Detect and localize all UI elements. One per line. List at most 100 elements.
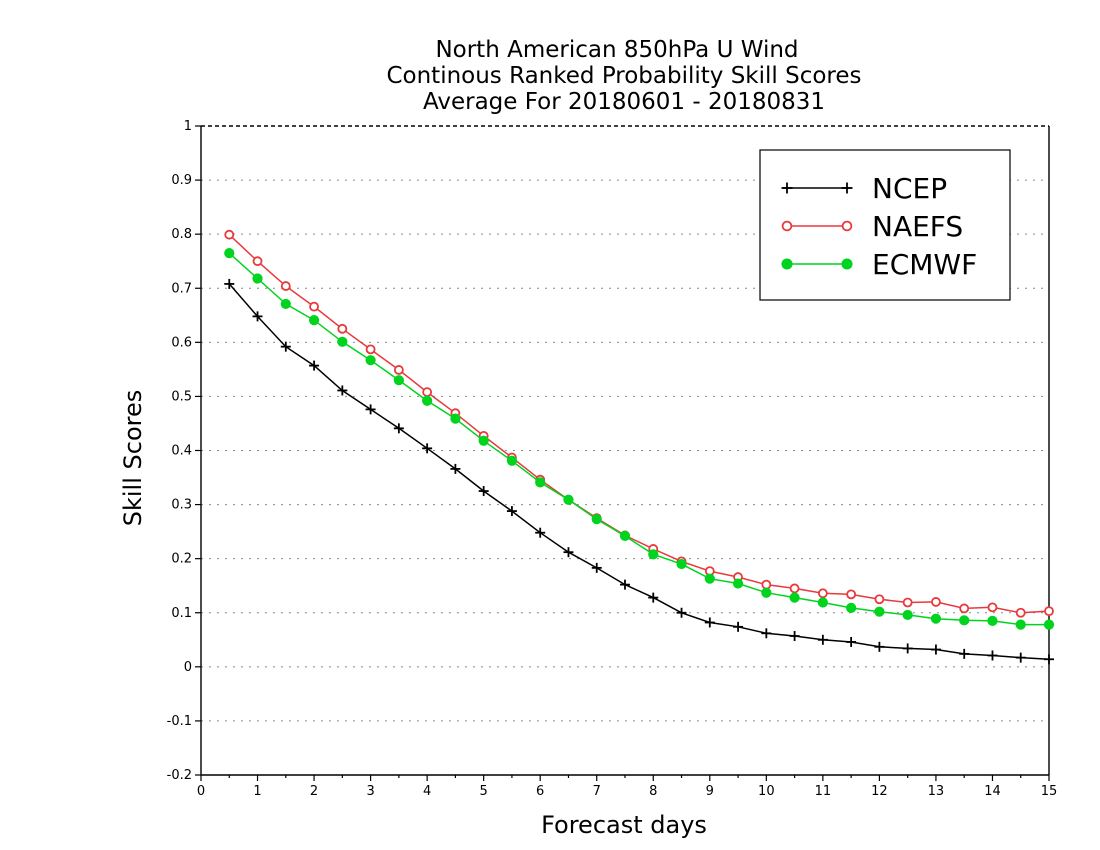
series-ncep <box>224 278 1054 665</box>
ncep-point <box>563 547 574 558</box>
y-tick-label: 0 <box>184 660 192 675</box>
ecmwf-point <box>676 558 687 570</box>
y-tick-label: 0.6 <box>171 335 192 350</box>
y-tick-label: 0.5 <box>171 389 192 404</box>
legend-item-naefs: NAEFS <box>781 210 963 243</box>
ecmwf-point <box>732 578 744 589</box>
ncep-point <box>365 404 376 415</box>
ncep-point <box>761 628 772 639</box>
ecmwf-point <box>422 395 433 406</box>
gridlines <box>201 179 1049 722</box>
y-tick-label: 0.1 <box>171 606 192 621</box>
ecmwf-point <box>648 549 659 560</box>
ncep-point <box>337 385 348 396</box>
ecmwf-point <box>308 315 320 326</box>
y-tick-label: -0.2 <box>167 768 192 783</box>
axes: -0.2-0.100.10.20.30.40.50.60.70.80.910 1 2… <box>167 119 1058 799</box>
x-tick-label: 8 <box>649 784 657 799</box>
x-tick-label: 14 <box>984 784 1001 799</box>
naefs-point <box>789 583 800 594</box>
x-tick-label: 10 <box>758 784 775 799</box>
legend-marker-left <box>781 220 793 232</box>
ecmwf-point <box>817 597 828 608</box>
y-tick-label: 0.7 <box>171 281 192 296</box>
ecmwf-point <box>930 613 942 624</box>
legend: NCEP NAEFS ECMWF <box>759 149 1011 301</box>
ecmwf-point <box>704 573 715 584</box>
series-lines <box>224 229 1055 665</box>
chart-title-line-1: North American 850hPa U Wind <box>435 37 798 63</box>
y-tick-label: 0.9 <box>171 173 192 188</box>
naefs-point <box>902 597 913 608</box>
x-tick-label: 4 <box>423 784 431 799</box>
legend-marker-right <box>841 220 853 232</box>
x-tick-label: 12 <box>871 784 888 799</box>
naefs-point <box>393 365 404 375</box>
ecmwf-point <box>1015 619 1026 630</box>
x-tick-label: 0 <box>197 784 205 799</box>
legend-item-ncep: NCEP <box>781 172 947 205</box>
naefs-point <box>337 323 348 334</box>
naefs-point <box>987 602 998 613</box>
ecmwf-point <box>619 530 631 542</box>
ncep-point <box>535 527 546 538</box>
ecmwf-point <box>1043 619 1055 630</box>
legend-marker-right <box>841 258 853 270</box>
ncep-point <box>620 579 630 590</box>
ecmwf-point <box>506 455 518 466</box>
ncep-point <box>506 506 517 517</box>
naefs-point <box>224 229 235 240</box>
x-tick-label: 1 <box>253 784 261 799</box>
ncep-point <box>704 617 715 628</box>
naefs-point <box>817 588 828 599</box>
y-tick-label: -0.1 <box>167 714 192 729</box>
legend-box <box>759 149 1011 301</box>
naefs-point <box>846 589 857 600</box>
legend-label-naefs: NAEFS <box>872 210 963 243</box>
ncep-point <box>450 463 461 474</box>
ecmwf-point <box>478 435 489 446</box>
ecmwf-point <box>591 514 602 525</box>
x-tick-label: 7 <box>593 784 601 799</box>
ncep-point <box>224 278 235 289</box>
y-tick-label: 0.2 <box>171 552 192 567</box>
ncep-point <box>733 621 744 632</box>
ecmwf-point <box>902 609 913 621</box>
x-tick-label: 2 <box>310 784 318 799</box>
ecmwf-point <box>280 298 291 310</box>
x-tick-label: 3 <box>366 784 374 799</box>
ncep-point <box>902 643 913 654</box>
ecmwf-point <box>393 375 404 386</box>
legend-marker-left <box>781 258 793 270</box>
y-axis-title: Skill Scores <box>119 390 147 527</box>
x-tick-label: 11 <box>815 784 832 799</box>
legend-marker-left <box>781 182 793 194</box>
x-tick-label: 15 <box>1041 784 1058 799</box>
ncep-point <box>846 636 857 647</box>
ecmwf-point <box>846 602 857 613</box>
series-ecmwf <box>224 247 1055 630</box>
ecmwf-point <box>450 413 461 424</box>
legend-label-ncep: NCEP <box>872 172 947 205</box>
ncep-point <box>930 644 941 655</box>
ncep-point <box>817 634 828 645</box>
ncep-point <box>309 360 320 371</box>
chart-title: North American 850hPa U Wind Continous R… <box>386 37 861 115</box>
naefs-point <box>252 256 263 267</box>
naefs-point <box>1015 607 1026 618</box>
naefs-point <box>1044 606 1054 617</box>
ecmwf-point <box>987 615 998 626</box>
ecmwf-point <box>959 615 970 626</box>
y-tick-label: 0.4 <box>171 444 192 459</box>
ncep-point <box>1044 654 1054 665</box>
x-axis-title: Forecast days <box>541 811 707 839</box>
y-tick-label: 1 <box>184 119 192 134</box>
naefs-point <box>959 603 970 614</box>
naefs-point <box>365 344 376 355</box>
ncep-point <box>422 443 433 454</box>
legend-marker-right <box>841 182 853 194</box>
ecmwf-point <box>252 273 263 284</box>
ncep-point <box>987 650 998 661</box>
